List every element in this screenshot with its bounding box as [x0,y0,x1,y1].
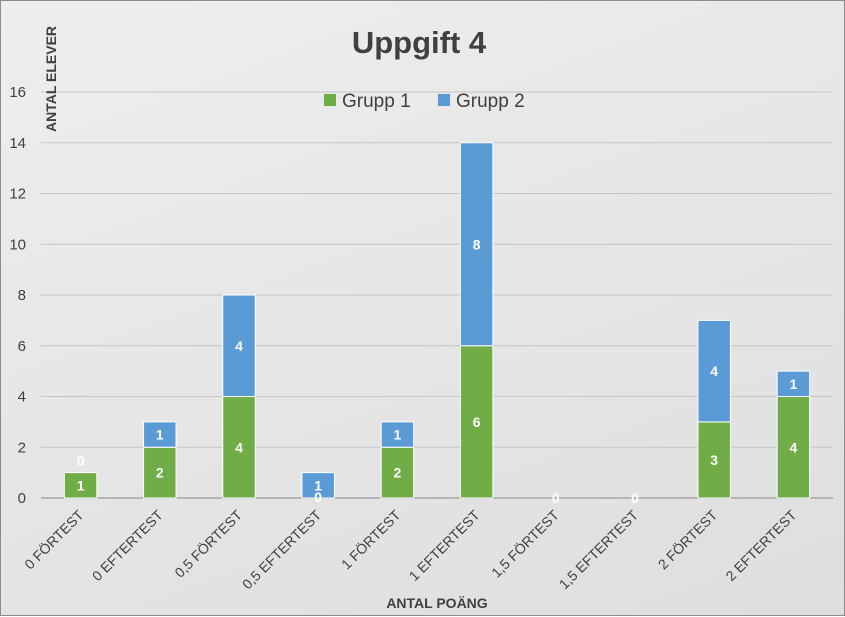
bar-2-1 [143,421,177,448]
y-tick-label: 0 [18,490,26,507]
bar-2-9 [776,370,811,397]
legend-label-1: Grupp 1 [342,91,411,112]
data-label-1-6: 0 [552,490,560,506]
x-tick-label: 0 EFTERTEST [89,506,166,583]
y-tick-label: 16 [9,84,26,101]
y-tick-label: 10 [9,236,26,253]
y-axis-ticks: 0 2 4 6 8 10 12 14 16 [9,84,26,507]
y-tick-label: 12 [9,186,26,203]
x-tick-label: 1,5 EFTERTEST [556,507,642,593]
data-label-2-9: 1 [790,376,798,392]
x-tick-label: 1 EFTERTEST [406,506,483,583]
data-label-1-3: 0 [314,489,322,505]
data-label-1-1: 2 [156,465,164,481]
data-label-2-2: 4 [235,338,243,354]
bar-2-5 [459,142,494,347]
y-tick-label: 2 [18,439,26,456]
bar-2-8 [697,319,731,423]
bar-2-2 [222,294,256,397]
y-tick-label: 4 [18,389,26,406]
data-label-2-5: 8 [473,236,481,252]
data-label-1-0: 1 [77,477,85,493]
data-label-2-8: 4 [710,363,718,379]
legend-swatch-2 [438,94,450,106]
chart-title: Uppgift 4 [352,25,487,60]
legend: Grupp 1 Grupp 2 [324,91,525,112]
bar-1-5 [459,345,494,499]
x-tick-label: 1,5 FÖRTEST [487,506,562,581]
bars [63,142,811,499]
x-tick-label: 1 FÖRTEST [337,506,404,573]
bar-2-4 [380,421,415,448]
bar-1-2 [222,396,256,499]
x-tick-label: 0 FÖRTEST [20,506,87,573]
legend-label-2: Grupp 2 [456,91,525,112]
x-tick-label: 2 EFTERTEST [722,506,799,583]
bar-1-1 [143,446,177,499]
data-label-1-5: 6 [473,414,481,430]
bar-2-3 [301,472,335,499]
data-label-1-7: 0 [631,490,639,506]
x-tick-label: 0,5 EFTERTEST [239,507,325,593]
data-label-2-0: 0 [77,453,85,469]
data-label-1-8: 3 [710,452,718,468]
y-tick-label: 14 [9,135,26,152]
x-tick-label: 2 FÖRTEST [654,506,721,573]
legend-swatch-1 [324,94,336,106]
x-tick-label: 0,5 FÖRTEST [171,506,246,581]
data-label-1-4: 2 [394,465,402,481]
data-label-1-9: 4 [790,439,798,455]
y-tick-label: 8 [18,287,26,304]
y-axis-title: ANTAL ELEVER [43,26,59,132]
data-label-2-1: 1 [156,427,164,443]
data-label-2-3: 1 [314,477,322,493]
bar-1-0 [63,472,98,499]
data-label-1-2: 4 [235,439,243,455]
y-tick-label: 6 [18,338,26,355]
x-axis-title: ANTAL POÄNG [386,595,487,611]
data-label-2-4: 1 [394,427,402,443]
